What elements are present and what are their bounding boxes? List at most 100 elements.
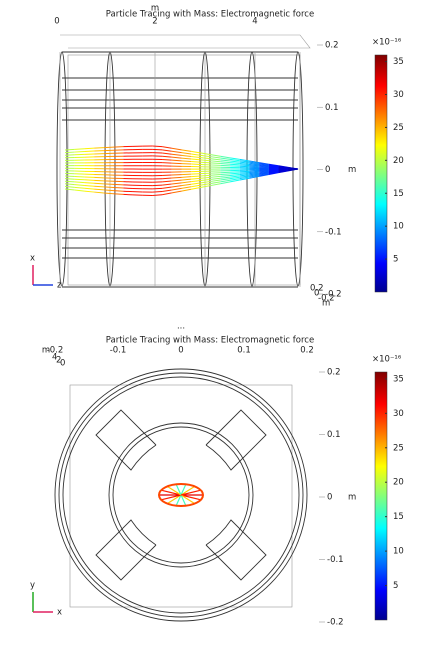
trajectory [162, 183, 172, 186]
trajectory [162, 149, 172, 152]
pole [205, 409, 267, 471]
trajectory [152, 191, 163, 193]
trajectory [229, 179, 240, 183]
trajectory [94, 188, 104, 191]
trajectory [278, 170, 289, 174]
trajectory [210, 177, 221, 180]
trajectory [229, 176, 240, 180]
colorbar-tick-label: 15 [393, 189, 404, 199]
trajectory [249, 162, 260, 165]
trajectory [103, 189, 114, 192]
trajectory [152, 187, 163, 190]
right-tick-label: 0.1 [327, 430, 341, 440]
trajectory [181, 181, 192, 184]
trajectory [166, 494, 182, 505]
trajectory [171, 190, 182, 194]
colorbar-tick-label: 5 [393, 255, 398, 265]
corner-label: -0.2 [318, 294, 335, 304]
colorbar [374, 371, 388, 621]
trajectory [181, 183, 192, 187]
trajectory [259, 174, 269, 177]
trajectory [64, 151, 75, 154]
trajectory [113, 190, 124, 192]
trajectory [200, 180, 211, 184]
trajectory [200, 185, 211, 188]
trajectory [171, 156, 182, 159]
trajectory [180, 494, 196, 505]
pole [95, 409, 157, 471]
trajectory [175, 494, 182, 506]
trajectory [162, 177, 172, 180]
trajectory [210, 154, 221, 157]
trajectory [84, 182, 95, 184]
right-tick-label: -0.1 [325, 227, 342, 237]
trajectory [249, 174, 260, 178]
right-tick-label: 0.1 [325, 103, 339, 113]
trajectory [94, 147, 104, 149]
trajectory [181, 178, 192, 181]
corner-label: 0 [314, 289, 319, 299]
plot-title: Particle Tracing with Mass: Electromagne… [106, 336, 314, 346]
trajectory [210, 174, 221, 176]
top-tick-label: -0.2 [47, 346, 64, 356]
trajectory [94, 179, 104, 182]
trajectory [162, 189, 172, 193]
trajectory [191, 180, 201, 183]
trajectory [230, 163, 240, 166]
trajectory [103, 183, 114, 185]
trajectory [74, 178, 85, 181]
colorbar-tick-label: 5 [393, 581, 398, 591]
right-tick-label: 0 [327, 493, 332, 503]
trajectory [103, 192, 114, 195]
trajectory [239, 175, 250, 178]
trajectory [249, 174, 260, 177]
colorbar-exponent: ×10⁻¹⁶ [372, 355, 402, 365]
colorbar-tick-label: 30 [393, 409, 404, 419]
right-tick-label: 0 [325, 165, 330, 175]
trajectory [181, 152, 192, 155]
trajectory [259, 165, 269, 168]
trajectory [181, 157, 192, 160]
trajectory [84, 147, 95, 150]
top-tick-label: 4 [252, 17, 257, 27]
trajectory [171, 179, 182, 182]
trajectory [152, 148, 163, 151]
trajectory [191, 177, 201, 180]
trajectory [181, 149, 192, 152]
trajectory [220, 178, 231, 181]
trajectory [84, 190, 95, 193]
trajectory [200, 159, 211, 162]
trajectory [220, 155, 231, 159]
right-tick-label: 0.2 [325, 41, 339, 51]
trajectory [162, 155, 172, 158]
top-tick-label: 0 [178, 346, 183, 356]
trajectory [162, 152, 172, 155]
triad-label: x [57, 608, 62, 618]
plot-title: Particle Tracing with Mass: Electromagne… [106, 10, 314, 20]
colorbar [374, 54, 388, 293]
trajectory [239, 161, 250, 164]
trajectory [259, 164, 269, 167]
trajectory [162, 146, 172, 149]
trajectory [200, 176, 211, 179]
colorbar-exponent: ×10⁻¹⁶ [372, 38, 402, 48]
trajectory [200, 174, 211, 177]
trajectory [162, 186, 172, 189]
trajectory [220, 161, 231, 164]
colorbar-tick-label: 10 [393, 547, 404, 557]
trajectory [74, 186, 85, 189]
ring [54, 368, 308, 622]
right-tick-label: -0.2 [325, 290, 342, 300]
ring [62, 376, 300, 614]
trajectory [180, 494, 201, 501]
trajectory-rim [158, 483, 204, 507]
trajectory [161, 192, 172, 196]
trajectory [239, 174, 250, 177]
trajectory [180, 484, 187, 496]
trajectory [171, 187, 182, 191]
right-tick-label: -0.2 [327, 618, 344, 628]
colorbar-tick-label: 15 [393, 512, 404, 522]
colorbar-tick-label: 30 [393, 90, 404, 100]
trajectory [210, 156, 221, 159]
trajectory [220, 159, 231, 162]
